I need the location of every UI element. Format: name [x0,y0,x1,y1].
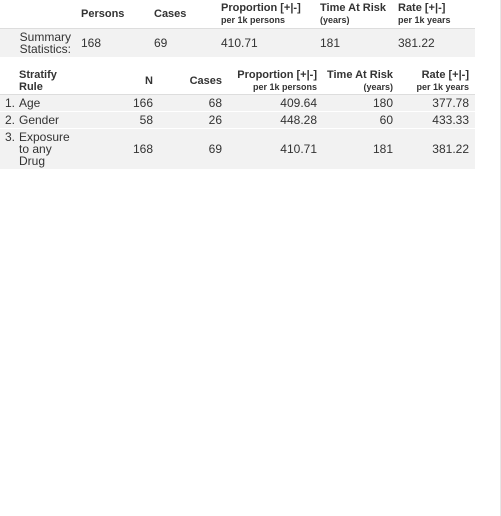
rules-header-rule[interactable]: Stratify Rule [19,68,80,95]
summary-table: Persons Cases Proportion [+|-] per 1k pe… [0,0,475,57]
table-row[interactable]: 1. Age 166 68 409.64 180 377.78 [0,94,475,112]
rule-cases: 68 [159,94,228,112]
table-row[interactable]: 3. Exposure to any Drug 168 69 410.71 18… [0,128,475,170]
header-label: Cases [154,8,187,20]
summary-row: Summary Statistics: 168 69 410.71 181 38… [0,28,475,57]
header-sublabel: per 1k persons [252,82,317,92]
header-sublabel: per 1k years [398,15,451,25]
rule-proportion: 409.64 [228,94,323,112]
rule-n: 166 [80,94,159,112]
rule-rate: 433.33 [399,111,475,129]
summary-label: Summary Statistics: [0,28,81,57]
summary-header-proportion[interactable]: Proportion [+|-] per 1k persons [221,0,320,29]
rules-header-n[interactable]: N [80,68,159,95]
rule-cases: 69 [159,128,228,170]
rule-rate: 377.78 [399,94,475,112]
rules-header-index [0,68,19,95]
summary-header-persons[interactable]: Persons [81,0,154,29]
header-sublabel: (years) [320,15,350,25]
header-label: Persons [81,8,125,20]
summary-header-cases[interactable]: Cases [154,0,221,29]
row-index: 3. [0,128,19,170]
report-panel: Persons Cases Proportion [+|-] per 1k pe… [0,0,475,170]
row-index: 1. [0,94,19,112]
header-label: N [145,75,153,87]
rules-header-rate[interactable]: Rate [+|-] per 1k years [399,68,475,95]
header-label: Rate [+|-] [421,69,469,81]
rules-header-time-at-risk[interactable]: Time At Risk (years) [323,68,399,95]
table-row[interactable]: 2. Gender 58 26 448.28 60 433.33 [0,111,475,129]
rule-cases: 26 [159,111,228,129]
rule-time-at-risk: 60 [323,111,399,129]
rule-n: 58 [80,111,159,129]
summary-proportion: 410.71 [221,28,320,57]
summary-header-blank [0,0,81,29]
header-sublabel: per 1k years [416,82,469,92]
summary-header-rate[interactable]: Rate [+|-] per 1k years [398,0,475,29]
header-sublabel: per 1k persons [221,15,286,25]
header-sublabel: (years) [363,82,393,92]
summary-time-at-risk: 181 [320,28,398,57]
rule-name: Exposure to any Drug [19,128,80,170]
summary-cases: 69 [154,28,221,57]
rules-header-row: Stratify Rule N Cases Proportion [+|-] p… [0,68,475,95]
rule-rate: 381.22 [399,128,475,170]
rule-n: 168 [80,128,159,170]
header-label: Proportion [+|-] [237,69,317,81]
header-label: Stratify Rule [19,69,57,93]
stratify-rules-table: Stratify Rule N Cases Proportion [+|-] p… [0,68,475,170]
rules-header-cases[interactable]: Cases [159,68,228,95]
summary-header-time-at-risk[interactable]: Time At Risk (years) [320,0,398,29]
rules-header-proportion[interactable]: Proportion [+|-] per 1k persons [228,68,323,95]
row-index: 2. [0,111,19,129]
header-label: Time At Risk [326,69,393,81]
summary-persons: 168 [81,28,154,57]
summary-header-row: Persons Cases Proportion [+|-] per 1k pe… [0,0,475,29]
rule-name: Gender [19,111,80,129]
rule-name: Age [19,94,80,112]
header-label: Proportion [+|-] [221,2,301,14]
summary-rate: 381.22 [398,28,475,57]
rule-time-at-risk: 181 [323,128,399,170]
header-label: Rate [+|-] [398,2,446,14]
rule-proportion: 410.71 [228,128,323,170]
header-label: Cases [189,75,222,87]
header-label: Time At Risk [320,2,387,14]
rule-time-at-risk: 180 [323,94,399,112]
rule-proportion: 448.28 [228,111,323,129]
